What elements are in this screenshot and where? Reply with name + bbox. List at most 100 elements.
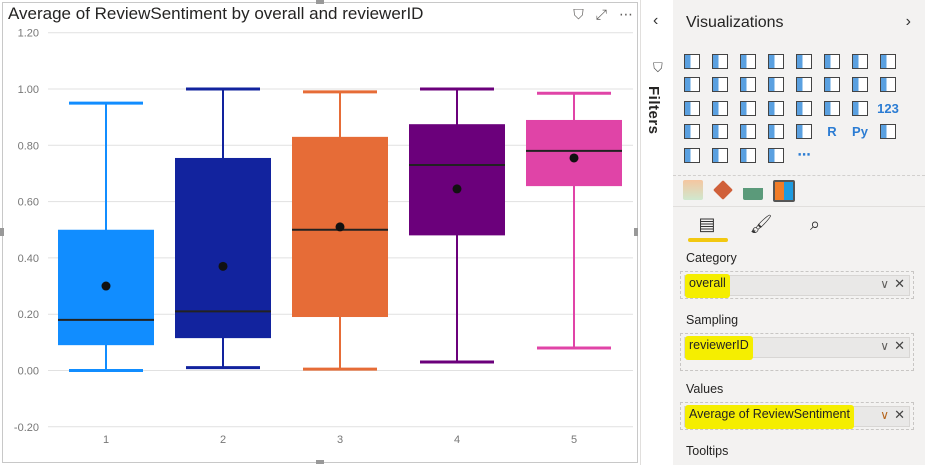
remove-field-icon[interactable]: ✕ — [894, 407, 905, 422]
collapse-filters-icon[interactable]: ‹ — [653, 12, 659, 29]
visualizations-pane: Visualizations › 123 R Py ⋯ ▤ 🖌 ⌕ Category … — [673, 0, 925, 465]
chevron-down-icon[interactable]: ∨ — [880, 408, 889, 422]
expand-pane-icon[interactable]: › — [905, 13, 911, 30]
y-tick-label: 0.40 — [18, 253, 39, 265]
custom-visual-2-icon[interactable] — [713, 180, 733, 200]
custom-visual-3-icon[interactable] — [743, 180, 763, 200]
x-tick-label: 4 — [454, 434, 460, 446]
resize-handle-left[interactable] — [0, 228, 4, 236]
shape-map-visual-icon[interactable] — [795, 99, 813, 117]
multi-row-card-visual-icon[interactable] — [683, 123, 701, 141]
tooltips-well-label: Tooltips — [686, 444, 729, 458]
y-tick-label: 1.20 — [18, 28, 39, 40]
y-tick-label: 0.00 — [18, 366, 39, 378]
mean-point — [569, 153, 579, 163]
filter-icon[interactable]: ⛉ — [573, 6, 584, 22]
category-well-label: Category — [686, 251, 737, 265]
clustered-column-visual-icon[interactable] — [767, 52, 785, 70]
box-whisker-visual-icon[interactable] — [773, 180, 795, 202]
format-tab[interactable]: 🖌 — [749, 214, 773, 234]
chevron-down-icon[interactable]: ∨ — [880, 277, 889, 291]
treemap-visual-icon[interactable] — [711, 99, 729, 117]
azure-map-visual-icon[interactable] — [823, 99, 841, 117]
values-field[interactable]: Average of ReviewSentiment ∨ ✕ — [684, 405, 910, 429]
remove-field-icon[interactable]: ✕ — [894, 276, 905, 291]
custom-visual-1-icon[interactable] — [683, 180, 703, 200]
line-column-visual-icon[interactable] — [711, 76, 729, 94]
waterfall-visual-icon[interactable] — [795, 76, 813, 94]
mean-point — [218, 261, 228, 271]
resize-handle-bottom[interactable] — [316, 460, 324, 464]
100-column-visual-icon[interactable] — [823, 52, 841, 70]
x-tick-label: 3 — [337, 434, 343, 446]
fields-tab[interactable]: ▤ — [698, 214, 716, 234]
sampling-well[interactable]: reviewerID ∨ ✕ — [680, 333, 914, 371]
category-well[interactable]: overall ∨ ✕ — [680, 271, 914, 299]
active-tab-indicator — [688, 238, 728, 242]
paginated-visual-icon[interactable] — [767, 146, 785, 164]
slicer-visual-icon[interactable] — [739, 123, 757, 141]
visual-title: Average of ReviewSentiment by overall an… — [8, 4, 424, 23]
smart-narrative-visual-icon[interactable] — [739, 146, 757, 164]
line-clustered-visual-icon[interactable] — [739, 76, 757, 94]
matrix-visual-icon[interactable] — [795, 123, 813, 141]
box-plot-chart: -0.20 0.00 0.20 0.40 0.60 0.80 1.00 1.20 1 2 3 4 5 — [14, 28, 633, 446]
clustered-bar-visual-icon[interactable] — [739, 52, 757, 70]
values-well[interactable]: Average of ReviewSentiment ∨ ✕ — [680, 402, 914, 430]
box-plot-visual[interactable]: Average of ReviewSentiment by overall an… — [2, 2, 638, 463]
funnel-visual-icon[interactable] — [823, 76, 841, 94]
x-tick-label: 1 — [103, 434, 109, 446]
remove-field-icon[interactable]: ✕ — [894, 338, 905, 353]
y-tick-label: 0.80 — [18, 140, 39, 152]
ribbon-visual-icon[interactable] — [767, 76, 785, 94]
key-influencers-visual-icon[interactable] — [879, 123, 897, 141]
visualizations-title: Visualizations — [686, 14, 784, 31]
filter-icon: ⛉ — [653, 60, 663, 75]
100-bar-visual-icon[interactable] — [795, 52, 813, 70]
box — [175, 157, 271, 339]
mean-point — [452, 184, 462, 194]
area-visual-icon[interactable] — [879, 52, 897, 70]
filters-pane[interactable]: ‹ ⛉ Filters — [640, 0, 674, 465]
sampling-field[interactable]: reviewerID ∨ ✕ — [684, 336, 910, 360]
values-well-label: Values — [686, 382, 724, 396]
more-visual-icon[interactable]: ⋯ — [797, 147, 811, 162]
y-tick-label: 0.60 — [18, 197, 39, 209]
scatter-visual-icon[interactable] — [851, 76, 869, 94]
mean-point — [335, 222, 345, 232]
box — [409, 124, 505, 236]
stacked-column-visual-icon[interactable] — [711, 52, 729, 70]
map-visual-icon[interactable] — [739, 99, 757, 117]
pie-visual-icon[interactable] — [879, 76, 897, 94]
y-tick-label: 0.20 — [18, 309, 39, 321]
mean-point — [101, 281, 111, 291]
line-visual-icon[interactable] — [851, 52, 869, 70]
x-tick-label: 2 — [220, 434, 226, 446]
analytics-tab[interactable]: ⌕ — [809, 214, 821, 234]
chevron-down-icon[interactable]: ∨ — [880, 339, 889, 353]
filters-label[interactable]: Filters — [645, 86, 662, 135]
sampling-well-label: Sampling — [686, 313, 739, 327]
decomposition-tree-visual-icon[interactable] — [683, 146, 701, 164]
resize-handle-right[interactable] — [634, 228, 638, 236]
category-field[interactable]: overall ∨ ✕ — [684, 274, 910, 298]
card-visual-icon[interactable]: 123 — [877, 100, 899, 116]
filled-map-visual-icon[interactable] — [767, 99, 785, 117]
Py-visual-icon[interactable]: Py — [852, 124, 868, 139]
donut-visual-icon[interactable] — [683, 99, 701, 117]
box — [526, 119, 622, 187]
R-visual-icon[interactable]: R — [827, 124, 837, 139]
gauge-visual-icon[interactable] — [851, 99, 869, 117]
visual-gallery: 123 R Py ⋯ — [683, 52, 907, 170]
focus-mode-icon[interactable]: ⤢ — [595, 6, 607, 22]
kpi-visual-icon[interactable] — [711, 123, 729, 141]
y-tick-label: 1.00 — [18, 84, 39, 96]
resize-handle-top[interactable] — [316, 0, 324, 4]
stacked-bar-visual-icon[interactable] — [683, 52, 701, 70]
qa-visual-icon[interactable] — [711, 146, 729, 164]
stacked-area-visual-icon[interactable] — [683, 76, 701, 94]
table-visual-icon[interactable] — [767, 123, 785, 141]
more-options-icon[interactable]: ⋯ — [619, 6, 633, 22]
y-tick-label: -0.20 — [14, 422, 39, 434]
x-tick-label: 5 — [571, 434, 577, 446]
